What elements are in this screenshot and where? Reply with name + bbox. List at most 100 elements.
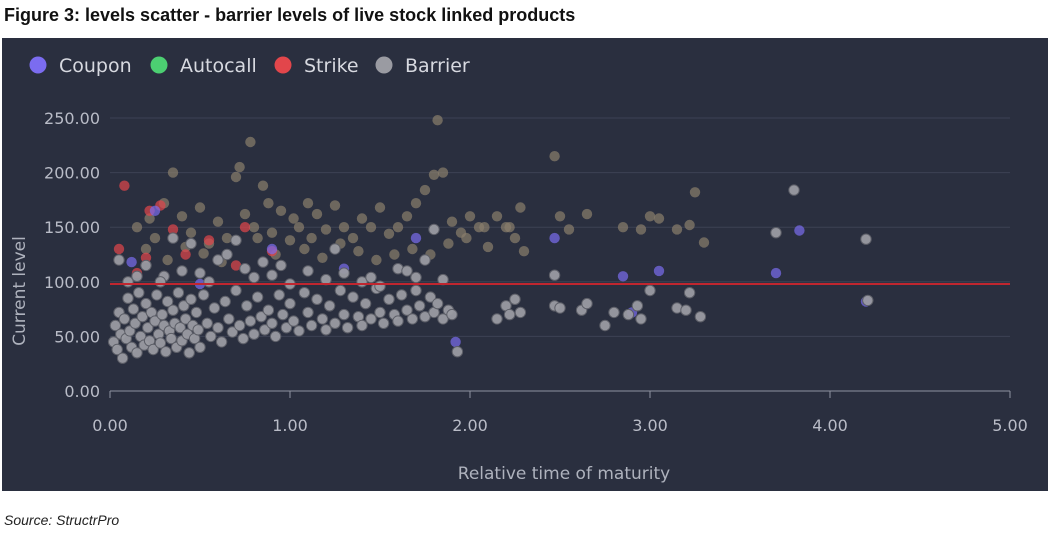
point-barrier <box>179 313 192 325</box>
point-barrier <box>149 315 161 327</box>
legend-label-autocall[interactable]: Autocall <box>180 55 257 77</box>
point-barrier <box>862 294 874 307</box>
point-barrier <box>287 315 300 327</box>
point-barrier-overlap <box>245 136 256 148</box>
point-barrier <box>156 308 168 321</box>
point-barrier-overlap <box>257 180 269 191</box>
legend-marker-strike[interactable] <box>274 56 292 74</box>
point-coupon <box>450 336 461 348</box>
point-barrier <box>237 332 249 345</box>
point-strike <box>119 180 130 191</box>
legend-label-barrier[interactable]: Barrier <box>405 55 470 77</box>
point-barrier <box>111 343 123 356</box>
point-barrier <box>151 289 163 301</box>
point-barrier <box>395 289 408 301</box>
point-barrier <box>305 319 318 332</box>
point-barrier-overlap <box>383 228 395 239</box>
point-barrier-overlap <box>284 235 296 246</box>
point-barrier <box>178 300 190 312</box>
point-barrier <box>160 346 172 358</box>
point-coupon <box>617 271 629 282</box>
point-barrier <box>167 232 179 244</box>
x-tick-label: 1.00 <box>272 416 308 435</box>
point-barrier <box>219 295 231 308</box>
point-coupon <box>410 232 422 244</box>
y-tick-label: 50.00 <box>54 327 100 346</box>
point-barrier <box>419 254 431 266</box>
point-barrier-overlap <box>617 222 629 233</box>
point-barrier <box>192 324 204 336</box>
point-barrier-overlap <box>239 208 251 220</box>
point-barrier <box>203 276 215 288</box>
point-barrier-overlap <box>266 227 278 238</box>
point-barrier-overlap <box>428 169 440 180</box>
point-barrier <box>269 330 282 343</box>
point-barrier-overlap <box>275 205 287 216</box>
point-strike <box>113 243 125 255</box>
point-barrier-overlap <box>432 115 443 126</box>
y-tick-label: 200.00 <box>44 164 100 183</box>
point-barrier <box>356 319 368 332</box>
point-barrier <box>338 308 350 321</box>
x-tick-label: 4.00 <box>812 416 848 435</box>
point-barrier <box>124 325 136 337</box>
point-barrier <box>142 322 154 334</box>
x-tick-label: 0.00 <box>92 416 128 435</box>
point-barrier-overlap <box>356 213 368 224</box>
point-barrier <box>212 322 224 334</box>
point-barrier <box>860 233 872 245</box>
point-barrier <box>140 259 152 272</box>
point-barrier <box>410 284 422 297</box>
legend-label-strike[interactable]: Strike <box>304 55 359 77</box>
legend-marker-coupon[interactable] <box>29 56 47 74</box>
gridlines <box>109 117 1011 398</box>
legend-marker-autocall[interactable] <box>150 56 168 74</box>
point-barrier <box>347 291 359 303</box>
point-coupon <box>794 225 805 236</box>
point-barrier <box>644 284 656 297</box>
point-barrier-overlap <box>581 208 593 220</box>
point-barrier <box>201 317 213 329</box>
point-barrier <box>599 319 611 332</box>
point-barrier <box>788 184 800 196</box>
legend-label-coupon[interactable]: Coupon <box>59 55 132 77</box>
point-barrier-overlap <box>248 222 260 233</box>
point-barrier-overlap <box>401 211 413 222</box>
legend-marker-barrier[interactable] <box>375 56 393 74</box>
point-barrier <box>122 292 134 304</box>
y-tick-labels: 0.00 50.00 100.00 150.00 200.00 250.00 <box>44 109 100 401</box>
point-barrier <box>338 267 350 279</box>
point-barrier-overlap <box>407 243 418 255</box>
point-barrier <box>255 311 267 323</box>
point-barrier-overlap <box>194 202 206 213</box>
point-barrier <box>154 337 167 349</box>
point-barrier-overlap <box>653 213 665 224</box>
point-barrier-overlap <box>167 167 179 178</box>
source-note: Source: StructrPro <box>4 512 120 528</box>
point-barrier <box>127 303 140 315</box>
point-barrier <box>770 227 782 239</box>
point-barrier <box>365 313 377 325</box>
point-barrier-overlap <box>140 243 152 255</box>
point-barrier-overlap <box>299 243 310 255</box>
point-barrier-overlap <box>389 249 400 260</box>
point-barrier-overlap <box>365 222 377 233</box>
point-barrier-overlap <box>374 202 386 213</box>
point-barrier <box>131 347 143 359</box>
point-barrier-overlap <box>491 211 503 222</box>
point-coupon <box>126 256 137 268</box>
point-barrier <box>491 313 503 325</box>
point-barrier <box>167 304 179 316</box>
scatter-points <box>107 115 874 364</box>
point-coupon <box>653 265 665 277</box>
point-barrier <box>241 300 253 312</box>
point-barrier <box>509 293 521 305</box>
point-barrier <box>262 304 275 316</box>
point-barrier-overlap <box>176 211 188 222</box>
point-barrier <box>244 315 257 327</box>
point-barrier <box>230 284 242 297</box>
point-barrier <box>446 308 458 321</box>
point-barrier <box>374 306 386 319</box>
point-barrier-overlap <box>419 184 431 196</box>
point-barrier <box>221 248 233 261</box>
